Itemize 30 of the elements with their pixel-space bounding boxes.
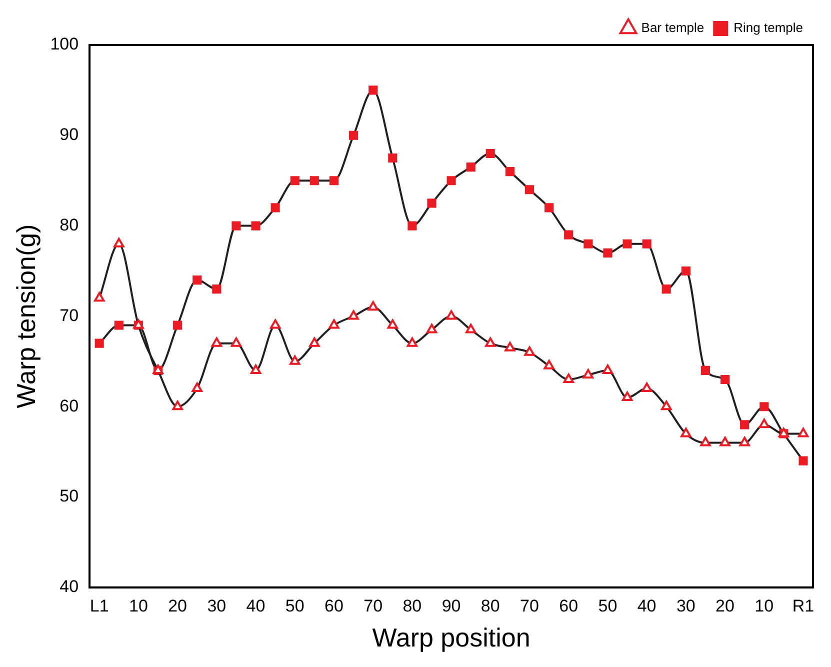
x-tick-label: 90: [442, 596, 461, 616]
x-tick-label: 10: [754, 596, 774, 616]
legend-label: Ring temple: [734, 20, 804, 36]
x-tick-label: 60: [559, 596, 578, 616]
y-tick-label: 80: [60, 215, 79, 234]
legend-label: Bar temple: [641, 20, 704, 36]
y-tick-label: 90: [60, 125, 79, 144]
y-axis-title: Warp tension(g): [10, 224, 41, 408]
x-tick-label: 50: [285, 596, 304, 616]
x-tick-label: 30: [207, 596, 226, 616]
x-tick-label: 80: [480, 596, 500, 616]
x-tick-label: 80: [402, 596, 422, 616]
x-tick-label: 70: [520, 596, 539, 616]
x-tick-label: 40: [637, 596, 656, 616]
y-tick-label: 50: [60, 486, 79, 506]
x-axis-title: Warp position: [372, 622, 530, 653]
x-tick-label: 40: [246, 596, 266, 616]
y-tick-label: 40: [60, 577, 79, 596]
y-tick-label: 60: [60, 396, 79, 416]
x-tick-label: 50: [598, 596, 618, 616]
x-tick-label: 20: [716, 596, 734, 616]
y-tick-label: 70: [60, 306, 79, 325]
y-tick-label: 100: [50, 34, 79, 54]
x-tick-label: 30: [676, 596, 696, 616]
x-tick-label: 60: [324, 596, 344, 616]
x-tick-label: 20: [168, 596, 188, 616]
x-tick-label: R1: [792, 596, 814, 616]
x-tick-label: 10: [128, 596, 148, 616]
x-tick-label: L1: [90, 596, 109, 616]
x-tick-label: 70: [364, 596, 383, 616]
